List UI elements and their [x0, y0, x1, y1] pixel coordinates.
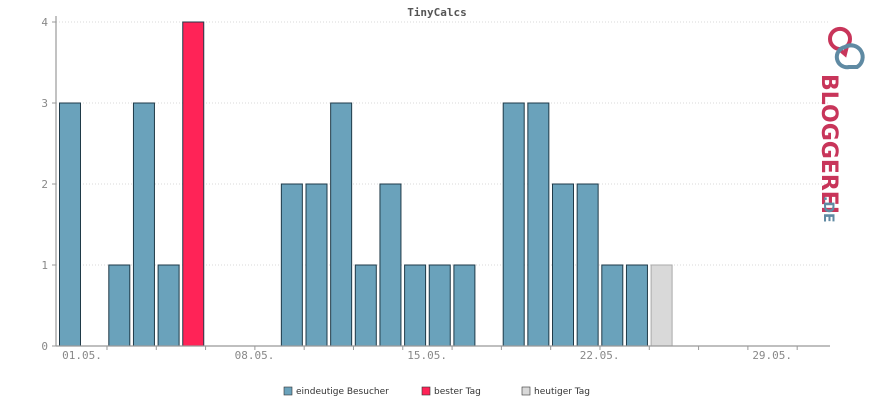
- bars: [59, 21, 673, 347]
- speech-bubbles-icon: [828, 26, 865, 70]
- gridlines: [56, 21, 830, 266]
- logo-wordmark: BLOGGEREI: [816, 74, 841, 214]
- bar-visitors: [453, 264, 476, 347]
- bar-visitors: [305, 183, 328, 347]
- chart-title: TinyCalcs: [407, 6, 467, 19]
- y-tick-label: 0: [41, 340, 48, 353]
- legend: eindeutige Besucher bester Tag heutiger …: [283, 386, 590, 397]
- y-tick-labels: 0 1 2 3 4: [41, 16, 56, 353]
- bar-visitors: [502, 102, 525, 347]
- legend-label-today: heutiger Tag: [534, 387, 590, 397]
- y-tick-label: 3: [41, 97, 48, 110]
- bar-visitors: [132, 102, 155, 347]
- bar-visitors: [379, 183, 402, 347]
- bar-visitors: [330, 102, 353, 347]
- y-tick-label: 4: [41, 16, 48, 29]
- bar-visitors: [576, 183, 599, 347]
- y-tick-label: 1: [41, 259, 48, 272]
- bar-visitors: [59, 102, 81, 347]
- bloggerei-logo: BLOGGEREI .DE: [816, 26, 865, 223]
- x-tick-label: 29.05.: [752, 349, 792, 362]
- bar-visitors: [527, 102, 550, 347]
- x-tick-label: 08.05.: [235, 349, 275, 362]
- y-tick-label: 2: [41, 178, 48, 191]
- x-tick-label: 01.05.: [62, 349, 102, 362]
- legend-swatch-best-day: [421, 386, 431, 396]
- bar-visitors: [280, 183, 303, 347]
- bar-visitors: [428, 264, 451, 347]
- legend-label-visitors: eindeutige Besucher: [296, 387, 389, 397]
- axes: [55, 16, 830, 347]
- legend-swatch-today: [521, 386, 531, 396]
- bar-visitors: [552, 183, 574, 347]
- bar-visitors: [108, 264, 131, 347]
- logo-suffix: .DE: [820, 196, 836, 223]
- x-tick-label: 15.05.: [407, 349, 447, 362]
- bar-visitors: [354, 264, 377, 347]
- legend-label-best-day: bester Tag: [434, 387, 481, 397]
- bar-best-day: [182, 21, 205, 347]
- bar-visitors: [157, 264, 180, 347]
- x-tick-labels: 01.05. 08.05. 15.05. 22.05. 29.05.: [62, 346, 798, 362]
- bar-today: [650, 264, 673, 347]
- bar-visitors: [601, 264, 624, 347]
- bar-visitors: [404, 264, 427, 347]
- bar-visitors: [625, 264, 648, 347]
- legend-swatch-visitors: [283, 386, 293, 396]
- x-tick-label: 22.05.: [580, 349, 620, 362]
